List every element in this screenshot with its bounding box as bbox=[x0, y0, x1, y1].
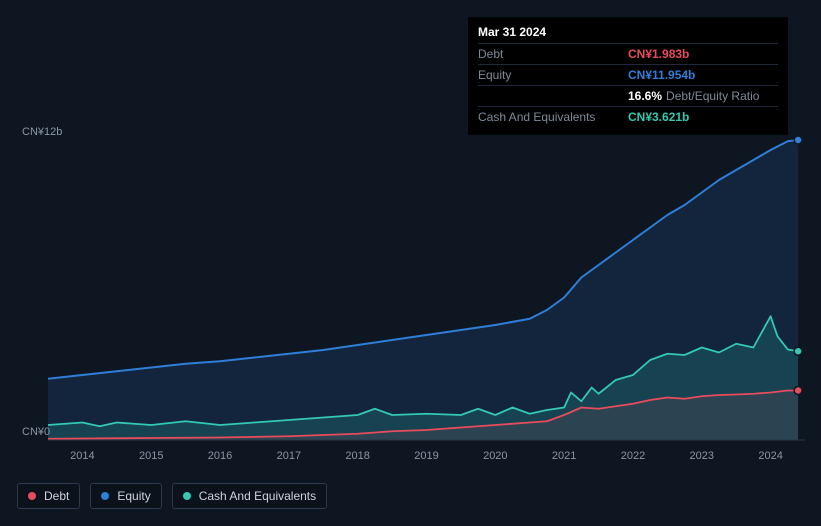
tooltip-row-label: Debt bbox=[478, 47, 628, 61]
legend-dot-icon bbox=[101, 492, 109, 500]
tooltip-date: Mar 31 2024 bbox=[478, 25, 778, 39]
tooltip-row-value: 16.6%Debt/Equity Ratio bbox=[628, 89, 759, 103]
tooltip-row-label: Cash And Equivalents bbox=[478, 110, 628, 124]
x-axis-year-label: 2016 bbox=[208, 450, 232, 462]
x-axis-year-label: 2020 bbox=[483, 450, 507, 462]
x-axis-year-label: 2021 bbox=[552, 450, 576, 462]
x-axis-year-label: 2023 bbox=[690, 450, 714, 462]
tooltip-row: EquityCN¥11.954b bbox=[478, 64, 778, 85]
y-axis-max-label: CN¥12b bbox=[22, 126, 62, 138]
chart-tooltip: Mar 31 2024 DebtCN¥1.983bEquityCN¥11.954… bbox=[468, 17, 788, 135]
tooltip-row: 16.6%Debt/Equity Ratio bbox=[478, 85, 778, 106]
tooltip-row-label bbox=[478, 89, 628, 103]
x-axis-year-label: 2019 bbox=[414, 450, 438, 462]
legend-dot-icon bbox=[28, 492, 36, 500]
legend-dot-icon bbox=[183, 492, 191, 500]
chart-container: { "chart": { "type": "area", "width": 82… bbox=[0, 0, 821, 526]
x-axis-year-label: 2015 bbox=[139, 450, 163, 462]
x-axis-year-label: 2017 bbox=[277, 450, 301, 462]
tooltip-row-value: CN¥11.954b bbox=[628, 68, 695, 82]
legend-item-cash[interactable]: Cash And Equivalents bbox=[172, 483, 327, 509]
tooltip-row-value: CN¥1.983b bbox=[628, 47, 689, 61]
tooltip-row-label: Equity bbox=[478, 68, 628, 82]
x-axis-year-label: 2018 bbox=[345, 450, 369, 462]
end-marker-equity bbox=[794, 136, 802, 144]
end-marker-debt bbox=[794, 387, 802, 395]
x-axis-year-label: 2014 bbox=[70, 450, 94, 462]
legend-item-label: Debt bbox=[44, 489, 69, 503]
tooltip-row-value: CN¥3.621b bbox=[628, 110, 689, 124]
tooltip-row: DebtCN¥1.983b bbox=[478, 43, 778, 64]
tooltip-row: Cash And EquivalentsCN¥3.621b bbox=[478, 106, 778, 127]
y-axis-min-label: CN¥0 bbox=[22, 426, 50, 438]
legend-item-equity[interactable]: Equity bbox=[90, 483, 161, 509]
end-marker-cash bbox=[794, 347, 802, 355]
x-axis-year-label: 2022 bbox=[621, 450, 645, 462]
chart-legend: Debt Equity Cash And Equivalents bbox=[17, 483, 327, 509]
legend-item-label: Cash And Equivalents bbox=[199, 489, 316, 503]
x-axis-year-label: 2024 bbox=[758, 450, 782, 462]
legend-item-debt[interactable]: Debt bbox=[17, 483, 80, 509]
legend-item-label: Equity bbox=[117, 489, 150, 503]
tooltip-row-suffix: Debt/Equity Ratio bbox=[666, 89, 759, 103]
